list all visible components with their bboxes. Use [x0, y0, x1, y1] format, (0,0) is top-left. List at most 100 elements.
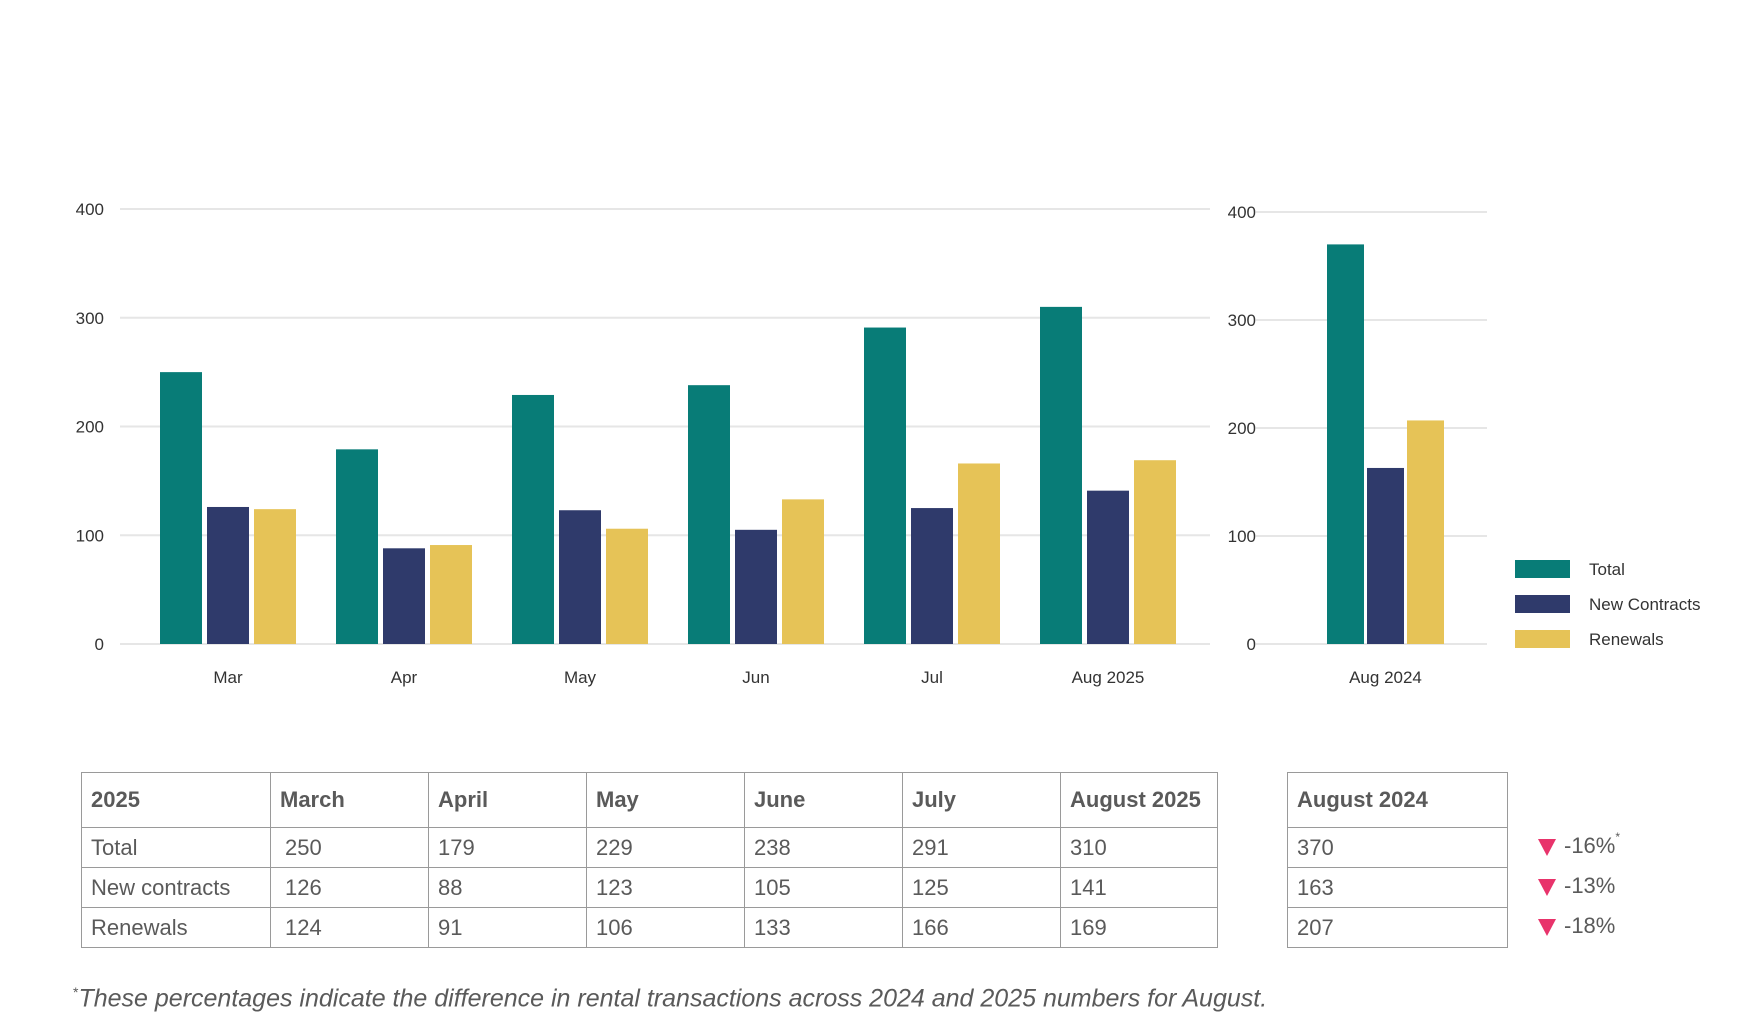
cell: 133 — [744, 907, 903, 948]
change-total: -16% * — [1538, 826, 1620, 866]
bar-new-contracts-may — [559, 510, 601, 644]
bar-new-contracts-apr — [383, 548, 425, 644]
y-tick-label: 0 — [1247, 635, 1256, 654]
bar-total-jun — [688, 385, 730, 644]
bar-total-aug-2024 — [1327, 244, 1364, 644]
y-tick-label: 100 — [76, 526, 104, 545]
table-2024: August 2024 370 163 207 — [1287, 772, 1508, 948]
legend-swatch-total — [1515, 560, 1570, 578]
x-tick-label: May — [564, 668, 597, 687]
bar-renewals-apr — [430, 545, 472, 644]
bar-total-mar — [160, 372, 202, 644]
bar-total-jul — [864, 327, 906, 644]
y-tick-label: 300 — [1228, 311, 1256, 330]
table-row-renewals: 207 — [1287, 907, 1508, 948]
bar-new-contracts-jun — [735, 529, 777, 644]
change-new-contracts: -13% — [1538, 866, 1620, 906]
bar-renewals-may — [606, 528, 648, 644]
table-header-april: April — [428, 772, 587, 828]
y-tick-label: 0 — [95, 635, 104, 654]
table-2025: 2025 March April May June July August 20… — [81, 772, 1218, 948]
down-arrow-icon — [1538, 838, 1556, 856]
bar-new-contracts-aug-2024 — [1367, 467, 1404, 644]
down-arrow-icon — [1538, 878, 1556, 896]
cell: 169 — [1060, 907, 1218, 948]
table-header-march: March — [270, 772, 429, 828]
change-list: -16% * -13% -18% — [1538, 826, 1620, 946]
bar-new-contracts-mar — [207, 506, 249, 644]
footnote-marker: * — [73, 984, 79, 1000]
bar-renewals-jun — [782, 499, 824, 644]
bar-total-aug-2025 — [1040, 306, 1082, 644]
y-tick-label: 400 — [1228, 203, 1256, 222]
row-label: Total — [81, 827, 271, 868]
down-arrow-icon — [1538, 918, 1556, 936]
cell: 179 — [428, 827, 587, 868]
table-header-august-2025: August 2025 — [1060, 772, 1218, 828]
change-renewals: -18% — [1538, 906, 1620, 946]
legend-label-renewals: Renewals — [1589, 630, 1664, 649]
row-label: Renewals — [81, 907, 271, 948]
bar-new-contracts-aug-2025 — [1087, 490, 1129, 644]
cell: 310 — [1060, 827, 1218, 868]
footnote-text: These percentages indicate the differenc… — [78, 984, 1268, 1013]
x-tick-label: Apr — [391, 668, 418, 687]
table-header-row: August 2024 — [1287, 772, 1508, 828]
cell: 238 — [744, 827, 903, 868]
cell: 229 — [586, 827, 745, 868]
cell: 141 — [1060, 867, 1218, 908]
legend-label-total: Total — [1589, 560, 1625, 579]
legend-swatch-new-contracts — [1515, 595, 1570, 613]
bar-total-may — [512, 394, 554, 644]
footnote: *These percentages indicate the differen… — [73, 984, 1267, 1013]
x-tick-label: Jul — [921, 668, 943, 687]
y-tick-label: 300 — [76, 309, 104, 328]
cell: 250 — [270, 827, 429, 868]
table-row-renewals: Renewals 124 91 106 133 166 169 — [81, 907, 1218, 948]
bar-renewals-aug-2024 — [1407, 420, 1444, 644]
bar-charts: 0 100 200 300 400 Mar Apr May Jun Jul Aug 2025 0 100… — [76, 200, 1701, 687]
y-tick-label: 400 — [76, 200, 104, 219]
bar-renewals-jul — [958, 463, 1000, 644]
table-row-total: Total 250 179 229 238 291 310 — [81, 827, 1218, 868]
bar-total-apr — [336, 449, 378, 644]
x-tick-label: Jun — [742, 668, 769, 687]
cell: 106 — [586, 907, 745, 948]
row-label: New contracts — [81, 867, 271, 908]
legend-swatch-renewals — [1515, 630, 1570, 648]
cell: 123 — [586, 867, 745, 908]
table-header-may: May — [586, 772, 745, 828]
table-header-row: 2025 March April May June July August 20… — [81, 772, 1218, 828]
table-row-new-contracts: New contracts 126 88 123 105 125 141 — [81, 867, 1218, 908]
cell: 291 — [902, 827, 1061, 868]
cell: 88 — [428, 867, 587, 908]
table-header-year: 2025 — [81, 772, 271, 828]
cell: 91 — [428, 907, 587, 948]
table-header-june: June — [744, 772, 903, 828]
y-tick-label: 200 — [76, 418, 104, 437]
cell: 166 — [902, 907, 1061, 948]
x-tick-label: Mar — [213, 668, 243, 687]
x-tick-label: Aug 2025 — [1072, 668, 1145, 687]
legend-label-new-contracts: New Contracts — [1589, 595, 1700, 614]
table-header-august-2024: August 2024 — [1287, 772, 1508, 828]
y-tick-label: 100 — [1228, 527, 1256, 546]
bar-new-contracts-jul — [911, 508, 953, 644]
change-value: -13% — [1564, 873, 1616, 898]
cell: 124 — [270, 907, 429, 948]
table-header-july: July — [902, 772, 1061, 828]
cell: 207 — [1287, 907, 1508, 948]
change-value: -18% — [1564, 913, 1616, 938]
footnote-marker: * — [1615, 830, 1621, 844]
cell: 163 — [1287, 867, 1508, 908]
change-value: -16% — [1564, 833, 1616, 858]
cell: 105 — [744, 867, 903, 908]
bar-renewals-mar — [254, 509, 296, 644]
table-row-new-contracts: 163 — [1287, 867, 1508, 908]
y-tick-label: 200 — [1228, 419, 1256, 438]
cell: 125 — [902, 867, 1061, 908]
cell: 126 — [270, 867, 429, 908]
x-tick-label: Aug 2024 — [1349, 668, 1422, 687]
cell: 370 — [1287, 827, 1508, 868]
table-row-total: 370 — [1287, 827, 1508, 868]
